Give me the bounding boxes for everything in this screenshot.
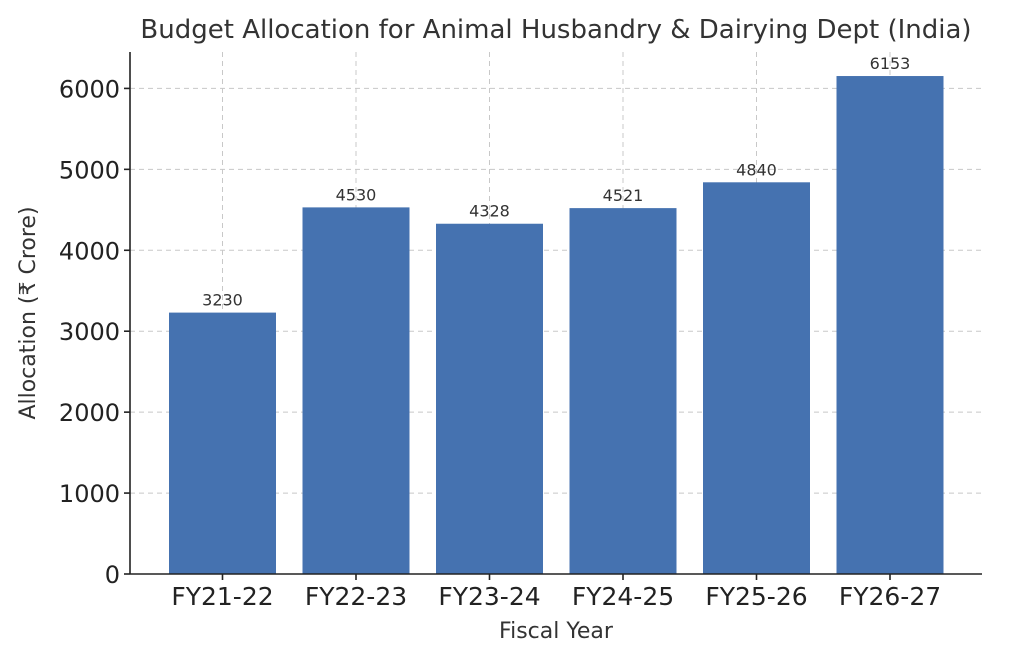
x-tick-label: FY26-27	[839, 582, 941, 611]
data-label: 4840	[736, 160, 777, 179]
bar	[703, 182, 810, 574]
x-axis-label: Fiscal Year	[499, 619, 614, 644]
x-tick-label: FY22-23	[305, 582, 407, 611]
bar	[169, 312, 276, 574]
y-tick-label: 5000	[59, 156, 120, 184]
x-tick-labels: FY21-22 FY22-23 FY23-24 FY24-25 FY25-26 FY26-…	[171, 582, 941, 611]
data-label: 6153	[870, 54, 911, 73]
y-tick-label: 3000	[59, 318, 120, 346]
bar	[436, 223, 543, 574]
y-tick-labels: 0 1000 2000 3000 4000 5000 6000	[59, 75, 120, 589]
data-label: 3230	[202, 291, 243, 310]
x-tick-label: FY24-25	[572, 582, 674, 611]
x-tick-label: FY23-24	[438, 582, 540, 611]
y-tick-label: 0	[105, 561, 120, 589]
bars	[169, 76, 944, 574]
bar	[302, 207, 410, 574]
x-tick-label: FY25-26	[705, 582, 807, 611]
axes	[124, 52, 982, 580]
x-tick-label: FY21-22	[171, 582, 273, 611]
value-labels: 3230 4530 4328 4521 4840 6153	[202, 54, 910, 310]
y-tick-label: 2000	[59, 399, 120, 427]
bar	[836, 76, 944, 574]
data-label: 4328	[469, 202, 510, 221]
y-tick-label: 4000	[59, 237, 120, 265]
chart-title: Budget Allocation for Animal Husbandry &…	[140, 15, 971, 45]
data-label: 4521	[603, 186, 644, 205]
y-tick-label: 1000	[59, 480, 120, 508]
y-axis-label: Allocation (₹ Crore)	[16, 206, 41, 419]
data-label: 4530	[336, 185, 377, 204]
bar	[569, 208, 677, 574]
y-tick-label: 6000	[59, 75, 120, 103]
